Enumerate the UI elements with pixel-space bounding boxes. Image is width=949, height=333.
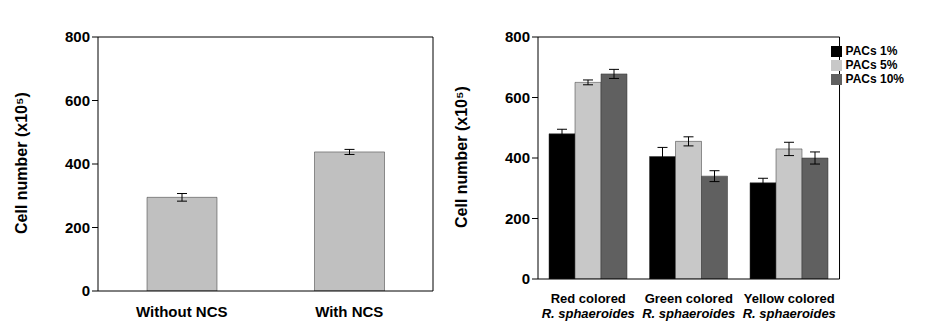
svg-text:R. sphaeroides: R. sphaeroides (542, 306, 635, 321)
svg-text:Red colored: Red colored (551, 291, 626, 306)
svg-text:R. sphaeroides: R. sphaeroides (743, 306, 836, 321)
svg-text:Without NCS: Without NCS (136, 303, 228, 320)
svg-text:Cell number (x10⁵): Cell number (x10⁵) (13, 92, 30, 234)
html-text:PACs 1%: PACs 1% (845, 44, 898, 58)
svg-text:400: 400 (505, 149, 530, 166)
svg-text:Green colored: Green colored (645, 291, 733, 306)
svg-text:Yellow colored: Yellow colored (744, 291, 835, 306)
html-text:PACs 5%: PACs 5% (845, 58, 898, 72)
svg-text:400: 400 (65, 155, 90, 172)
svg-text:600: 600 (505, 89, 530, 106)
svg-text:800: 800 (65, 28, 90, 45)
html-text:PACs 10%: PACs 10% (845, 72, 904, 86)
svg-text:800: 800 (505, 28, 530, 45)
svg-text:With NCS: With NCS (315, 303, 383, 320)
svg-text:0: 0 (82, 282, 90, 299)
svg-text:0: 0 (522, 270, 530, 287)
svg-text:200: 200 (505, 210, 530, 227)
svg-text:R. sphaeroides: R. sphaeroides (642, 306, 735, 321)
svg-text:200: 200 (65, 219, 90, 236)
svg-text:Cell number (x10⁵): Cell number (x10⁵) (453, 86, 470, 228)
svg-text:600: 600 (65, 92, 90, 109)
